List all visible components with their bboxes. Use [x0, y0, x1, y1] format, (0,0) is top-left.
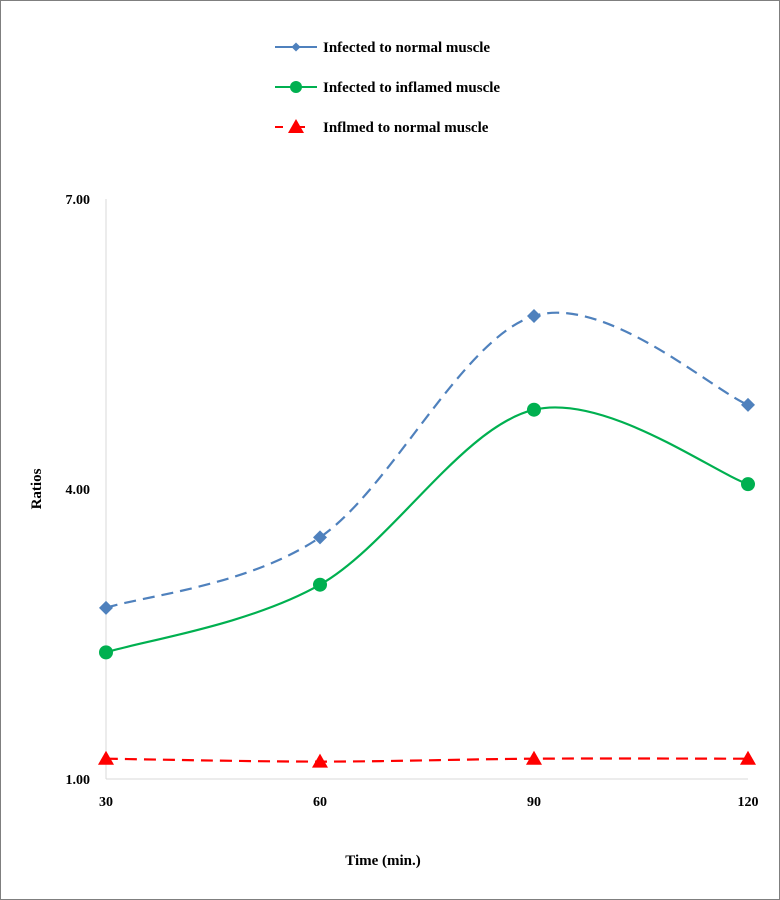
circle-marker	[741, 477, 755, 492]
y-axis-label: Ratios	[29, 468, 45, 509]
x-tick-label: 30	[99, 795, 113, 810]
legend-label: Inflmed to normal muscle	[323, 120, 489, 136]
triangle-marker	[526, 750, 542, 765]
y-tick-label: 4.00	[66, 483, 91, 498]
circle-marker	[290, 81, 302, 93]
diamond-marker	[741, 397, 755, 412]
series-3	[98, 750, 756, 768]
diamond-marker	[313, 530, 327, 545]
diamond-marker	[99, 600, 113, 615]
triangle-marker	[98, 750, 114, 765]
legend-item: Infected to normal muscle	[275, 40, 490, 56]
legend-label: Infected to inflamed muscle	[323, 80, 500, 96]
triangle-marker	[288, 119, 304, 133]
circle-marker	[313, 577, 327, 592]
x-tick-label: 60	[313, 795, 327, 810]
legend: Infected to normal muscle Infected to inf…	[275, 40, 500, 136]
y-tick-label: 1.00	[66, 773, 91, 788]
legend-item: Infected to inflamed muscle	[275, 80, 500, 96]
series-2	[99, 402, 755, 660]
circle-marker	[527, 402, 541, 417]
y-tick-label: 7.00	[66, 193, 91, 208]
series-line	[105, 406, 749, 654]
series-line	[105, 757, 749, 763]
series-1	[99, 308, 755, 615]
x-axis-label: Time (min.)	[345, 853, 421, 869]
diamond-marker	[291, 42, 301, 52]
x-tick-label: 120	[738, 795, 759, 810]
x-tick-label: 90	[527, 795, 541, 810]
triangle-marker	[312, 753, 328, 768]
circle-marker	[99, 645, 113, 660]
legend-item: Inflmed to normal muscle	[275, 119, 489, 136]
legend-label: Infected to normal muscle	[323, 40, 490, 56]
triangle-marker	[740, 750, 756, 765]
diamond-marker	[527, 308, 541, 323]
series-line	[105, 311, 749, 609]
